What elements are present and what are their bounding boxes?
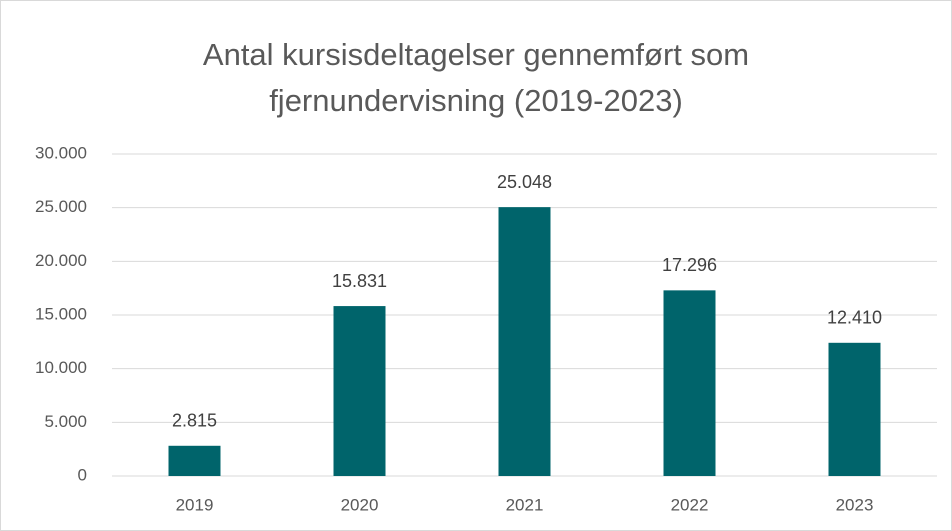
bar [498, 207, 551, 476]
x-tick-label: 2023 [836, 495, 874, 514]
x-tick-label: 2021 [506, 495, 544, 514]
data-label: 15.831 [332, 271, 387, 291]
y-tick-label: 25.000 [35, 197, 87, 216]
y-tick-label: 5.000 [44, 412, 87, 431]
bar [828, 342, 881, 476]
chart-title: fjernundervisning (2019-2023) [269, 83, 683, 118]
y-tick-label: 0 [78, 465, 87, 484]
data-label: 17.296 [662, 255, 717, 275]
y-tick-label: 15.000 [35, 304, 87, 323]
x-tick-label: 2020 [341, 495, 379, 514]
y-tick-label: 10.000 [35, 358, 87, 377]
x-tick-label: 2019 [176, 495, 214, 514]
bar [333, 306, 386, 476]
data-label: 12.410 [827, 308, 882, 328]
x-tick-label: 2022 [671, 495, 709, 514]
bar [663, 290, 716, 476]
chart-title: Antal kursisdeltagelser gennemført som [203, 37, 749, 72]
bar [168, 445, 221, 476]
data-label: 2.815 [172, 411, 217, 431]
y-tick-label: 30.000 [35, 143, 87, 162]
data-label: 25.048 [497, 172, 552, 192]
y-tick-label: 20.000 [35, 251, 87, 270]
